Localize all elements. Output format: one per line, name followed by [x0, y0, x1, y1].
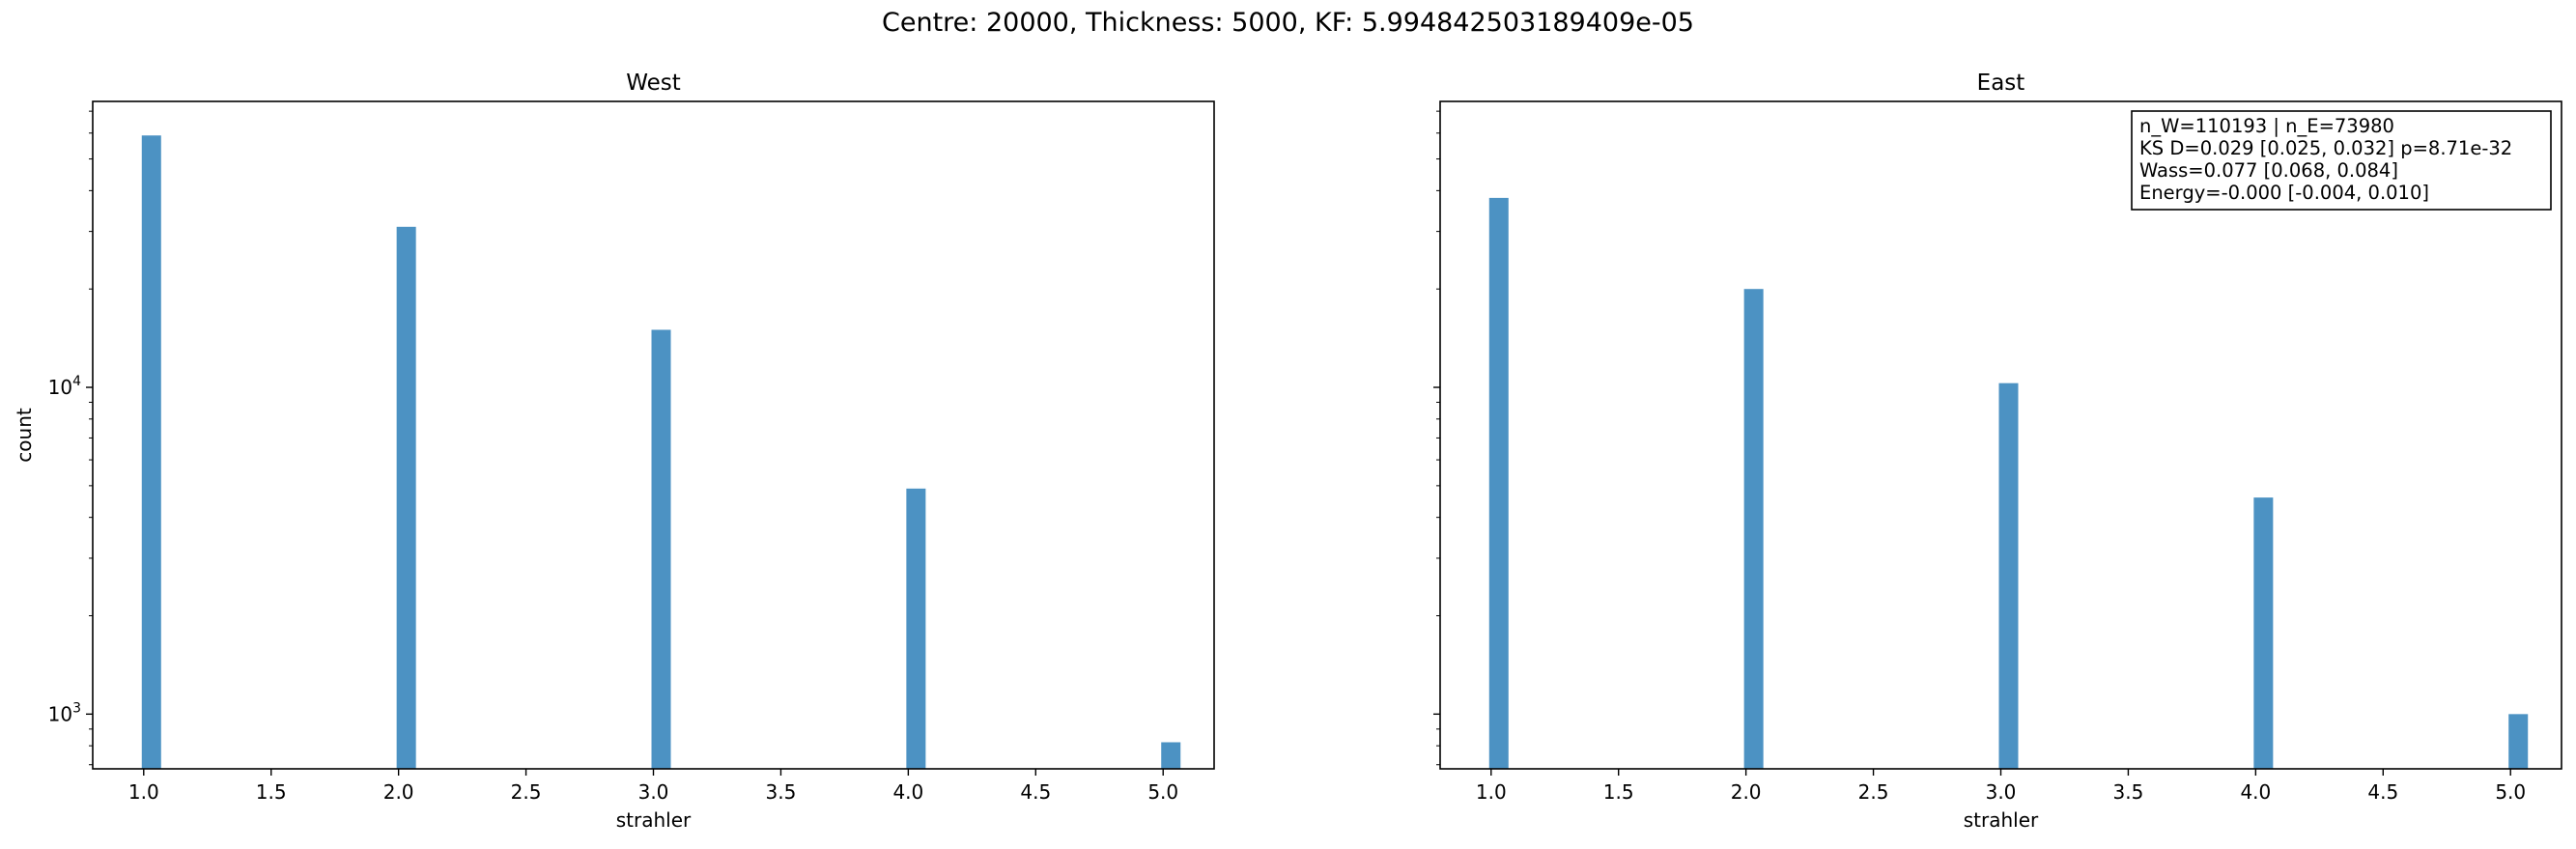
west-xtick-label: 5.0 [1147, 780, 1178, 804]
east-stats-line: KS D=0.029 [0.025, 0.032] p=8.71e-32 [2139, 137, 2512, 159]
east-xtick-label: 4.0 [2240, 780, 2271, 804]
west-xtick-label: 4.0 [892, 780, 923, 804]
west-xtick-label: 2.0 [383, 780, 414, 804]
west-xtick-label: 2.5 [511, 780, 542, 804]
west-bar-2 [396, 226, 416, 769]
east-bar-2 [1743, 289, 1764, 769]
east-title: East [1977, 71, 2025, 96]
west-ytick-label: 103 [48, 700, 81, 725]
east-xtick-label: 1.0 [1476, 780, 1507, 804]
figure-suptitle: Centre: 20000, Thickness: 5000, KF: 5.99… [882, 8, 1694, 38]
east-xtick-label: 2.0 [1731, 780, 1762, 804]
east-stats-box [2131, 110, 2552, 211]
west-xtick-label: 3.5 [766, 780, 797, 804]
west-xtick-label: 1.0 [128, 780, 159, 804]
west-ytick-base: 10 [48, 376, 72, 399]
east-bar-5 [2508, 714, 2529, 769]
east-stats-line: Energy=-0.000 [-0.004, 0.010] [2139, 182, 2429, 204]
west-xtick-label: 3.0 [638, 780, 669, 804]
west-ytick-exponent: 4 [72, 374, 81, 389]
west-bar-1 [141, 135, 161, 769]
east-xtick-label: 5.0 [2495, 780, 2526, 804]
east-bar-1 [1488, 197, 1509, 769]
east-xtick-label: 3.0 [1986, 780, 2017, 804]
east-xlabel: strahler [1964, 808, 2039, 832]
west-ytick-base: 10 [48, 702, 72, 725]
east-xtick-label: 1.5 [1603, 780, 1634, 804]
west-ytick-label: 104 [48, 374, 81, 399]
west-ytick-exponent: 3 [72, 700, 81, 716]
east-bar-3 [1998, 382, 2019, 769]
west-bar-4 [906, 488, 926, 769]
east-xtick-label: 3.5 [2113, 780, 2144, 804]
east-xtick-label: 2.5 [1858, 780, 1889, 804]
east-stats-line: n_W=110193 | n_E=73980 [2139, 115, 2394, 137]
east-bar-4 [2253, 497, 2274, 769]
east-stats-line: Wass=0.077 [0.068, 0.084] [2139, 159, 2398, 182]
west-xlabel: strahler [616, 808, 692, 832]
west-title: West [626, 71, 681, 96]
west-ylabel: count [13, 408, 36, 463]
west-xtick-label: 4.5 [1020, 780, 1051, 804]
west-bar-3 [651, 329, 671, 769]
west-bar-5 [1161, 742, 1181, 769]
east-xtick-label: 4.5 [2367, 780, 2398, 804]
west-xtick-label: 1.5 [256, 780, 287, 804]
